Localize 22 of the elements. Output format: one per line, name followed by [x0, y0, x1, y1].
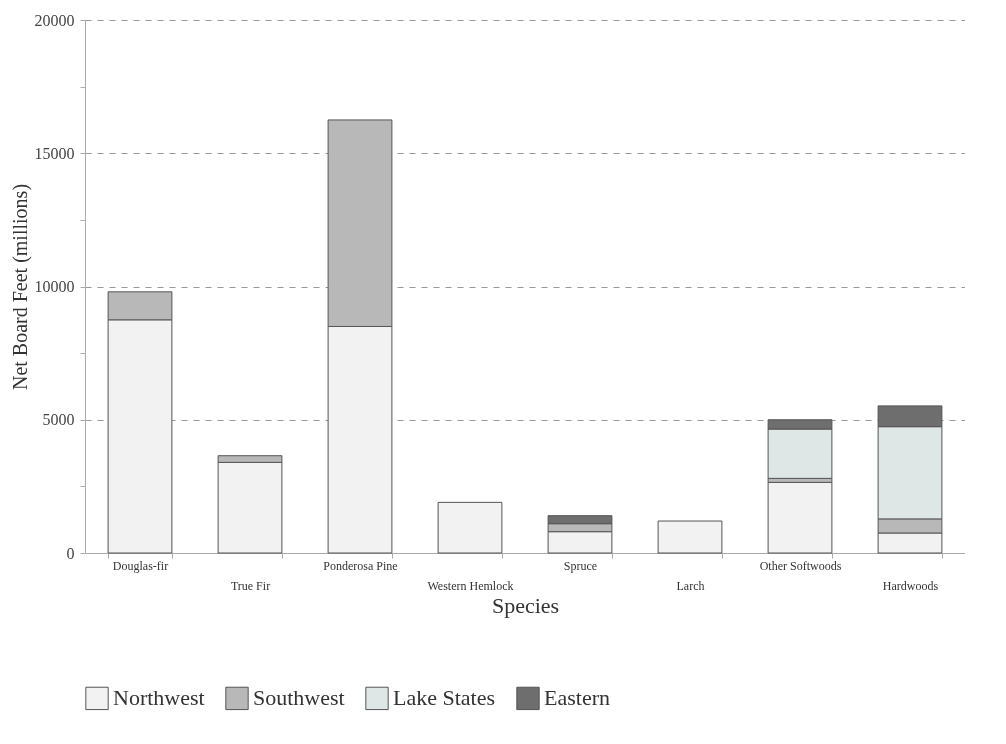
legend-label: Lake States — [393, 685, 496, 711]
x-tick-label: Douglas-fir — [112, 558, 169, 573]
x-tick-label: Western Hemlock — [427, 578, 514, 593]
y-axis-title: Net Board Feet (millions) — [8, 183, 32, 391]
y-tick-label: 20000 — [34, 11, 75, 29]
x-tick-label: Spruce — [563, 558, 598, 573]
y-tick-label: 5000 — [42, 411, 75, 429]
bar — [767, 481, 833, 554]
y-tick-label: 0 — [66, 544, 75, 562]
x-tick-label: Larch — [676, 578, 705, 593]
bar — [657, 520, 723, 554]
x-tick-label: Hardwoods — [882, 578, 939, 593]
y-tick-label: 10000 — [34, 278, 75, 295]
x-axis-title: Species — [491, 592, 560, 618]
legend-label: Southwest — [253, 685, 345, 711]
x-tick-label: Other Softwoods — [759, 558, 842, 573]
legend-label: Northwest — [113, 685, 205, 711]
y-tick-label: 15000 — [34, 144, 75, 162]
x-tick-label: Ponderosa Pine — [323, 558, 398, 573]
legend-label: Eastern — [544, 685, 610, 711]
x-tick-label: True Fir — [230, 578, 271, 593]
bar — [437, 501, 503, 554]
